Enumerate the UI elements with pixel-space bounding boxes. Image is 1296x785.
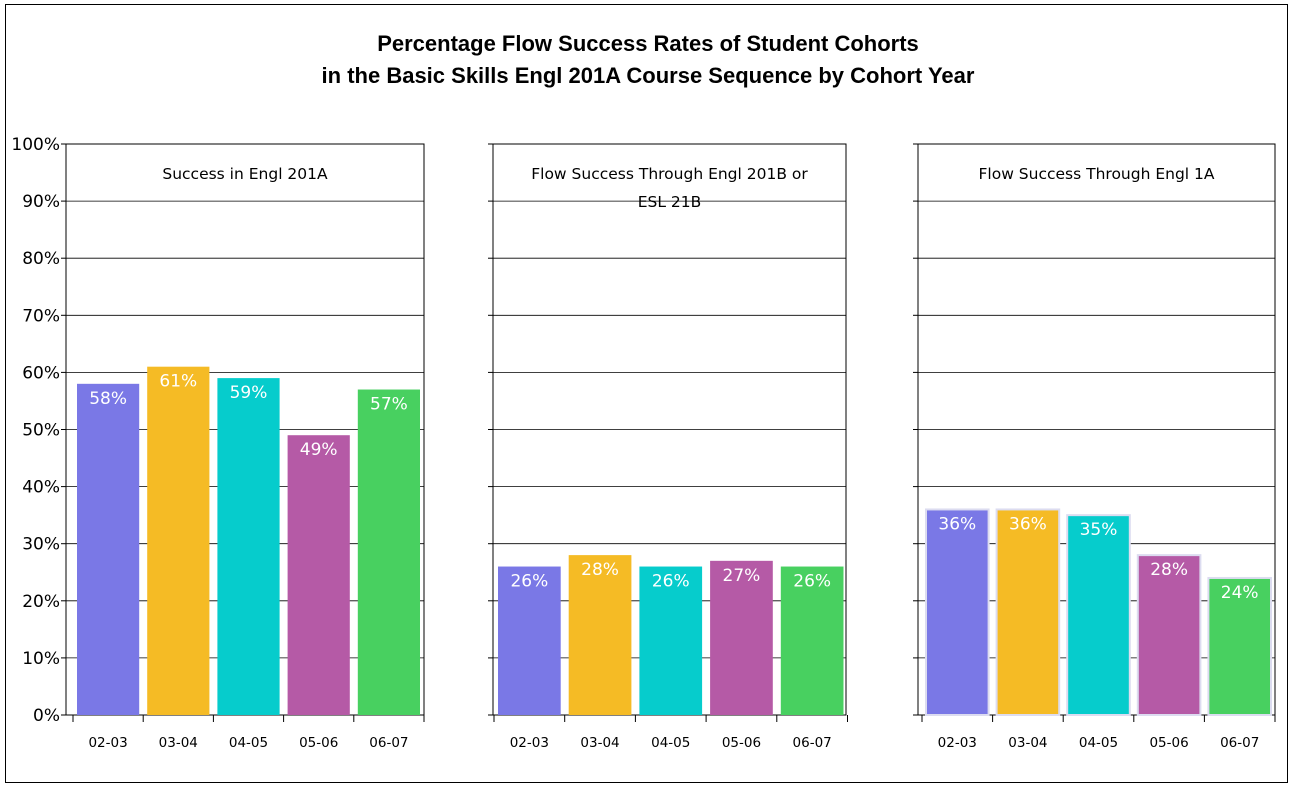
bar-value-label: 36% bbox=[938, 514, 976, 534]
bar-05-06 bbox=[287, 435, 350, 715]
bar-value-label: 61% bbox=[159, 372, 197, 392]
y-tick-label: 90% bbox=[22, 192, 60, 212]
panel-title: ESL 21B bbox=[638, 193, 702, 211]
panel-title: Flow Success Through Engl 1A bbox=[978, 165, 1214, 183]
bar-03-04 bbox=[995, 508, 1061, 716]
bar-value-label: 36% bbox=[1009, 514, 1047, 534]
x-tick-label: 06-07 bbox=[369, 735, 408, 751]
x-tick-label: 02-03 bbox=[938, 735, 977, 751]
bar-03-04 bbox=[568, 555, 632, 715]
x-tick-label: 04-05 bbox=[651, 735, 690, 751]
y-tick-label: 80% bbox=[22, 249, 60, 269]
bar-06-07 bbox=[1207, 576, 1273, 717]
x-tick-label: 04-05 bbox=[1079, 735, 1118, 751]
bar-value-label: 27% bbox=[723, 566, 761, 586]
bar-04-05 bbox=[639, 566, 703, 715]
bar-02-03 bbox=[925, 508, 990, 716]
bar-04-05 bbox=[217, 378, 280, 715]
bar-value-label: 58% bbox=[89, 389, 127, 409]
y-tick-label: 70% bbox=[22, 306, 60, 326]
y-tick-label: 40% bbox=[22, 478, 60, 498]
x-tick-label: 02-03 bbox=[88, 735, 127, 751]
bar-value-label: 59% bbox=[230, 383, 268, 403]
x-tick-label: 06-07 bbox=[1220, 735, 1259, 751]
y-tick-label: 100% bbox=[11, 135, 60, 155]
bar-05-06 bbox=[1136, 554, 1202, 716]
bar-04-05 bbox=[1066, 514, 1131, 717]
x-tick-label: 06-07 bbox=[793, 735, 832, 751]
bar-value-label: 24% bbox=[1221, 583, 1259, 603]
bar-value-label: 26% bbox=[652, 572, 690, 592]
y-tick-label: 60% bbox=[22, 363, 60, 383]
x-tick-label: 03-04 bbox=[1008, 735, 1047, 751]
chart-panel-1: 0% 10% 20% 30% 40% 50% 60% 70% 80% 90% 100% Success… bbox=[11, 135, 425, 751]
x-tick-label: 04-05 bbox=[229, 735, 268, 751]
panel-title: Success in Engl 201A bbox=[162, 165, 328, 183]
x-tick-label: 03-04 bbox=[159, 735, 198, 751]
chart-panel-2: Flow Success Through Engl 201B or ESL 21B… bbox=[488, 143, 848, 751]
chart-title-line2: in the Basic Skills Engl 201A Course Seq… bbox=[321, 63, 975, 88]
bar-value-label: 28% bbox=[1150, 560, 1188, 580]
bar-value-label: 35% bbox=[1080, 520, 1118, 540]
x-tick-label: 05-06 bbox=[722, 735, 761, 751]
bar-03-04 bbox=[147, 366, 210, 715]
bar-value-label: 26% bbox=[793, 572, 831, 592]
y-tick-label: 20% bbox=[22, 592, 60, 612]
bar-05-06 bbox=[710, 560, 773, 715]
panel-title: Flow Success Through Engl 201B or bbox=[531, 165, 808, 183]
y-tick-label: 30% bbox=[22, 535, 60, 555]
chart-title: Percentage Flow Success Rates of Student… bbox=[0, 28, 1296, 92]
y-tick-label: 0% bbox=[33, 706, 60, 726]
x-tick-label: 03-04 bbox=[580, 735, 619, 751]
y-tick-label: 10% bbox=[22, 649, 60, 669]
bar-02-03 bbox=[498, 566, 561, 715]
x-tick-label: 05-06 bbox=[299, 735, 338, 751]
bar-02-03 bbox=[77, 383, 140, 715]
y-tick-label: 50% bbox=[22, 421, 60, 441]
bar-value-label: 49% bbox=[300, 440, 338, 460]
chart-title-line1: Percentage Flow Success Rates of Student… bbox=[377, 31, 919, 56]
x-tick-label: 02-03 bbox=[510, 735, 549, 751]
bar-value-label: 28% bbox=[581, 560, 619, 580]
chart-panel-3: Flow Success Through Engl 1A 36% 02-03 36% 0… bbox=[913, 143, 1276, 751]
x-tick-label: 05-06 bbox=[1149, 735, 1188, 751]
bar-06-07 bbox=[357, 389, 420, 715]
bar-06-07 bbox=[780, 566, 844, 715]
bar-value-label: 57% bbox=[370, 395, 408, 415]
bar-value-label: 26% bbox=[510, 572, 548, 592]
